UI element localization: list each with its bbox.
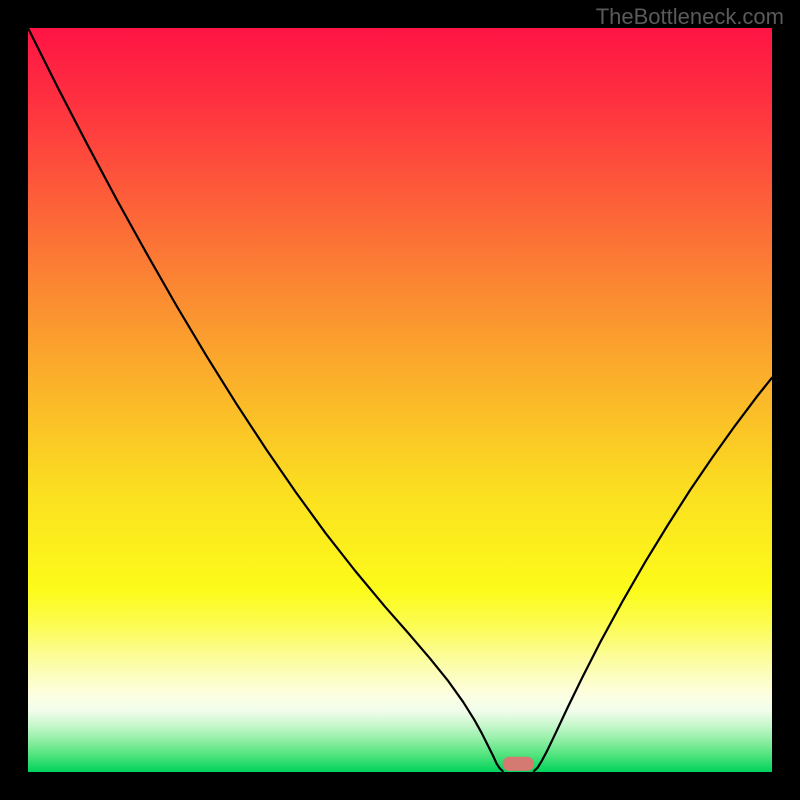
plot-background xyxy=(28,28,772,772)
bottleneck-chart xyxy=(28,28,772,772)
chart-container: TheBottleneck.com xyxy=(0,0,800,800)
optimal-marker xyxy=(503,757,534,771)
attribution-text: TheBottleneck.com xyxy=(596,4,784,30)
